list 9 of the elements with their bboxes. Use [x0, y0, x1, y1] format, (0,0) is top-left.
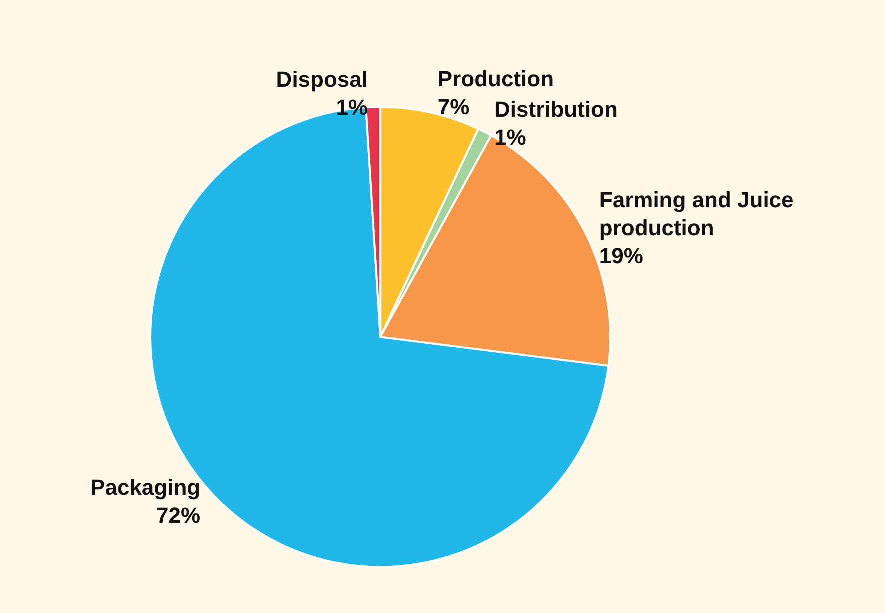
data-label: 1%	[494, 124, 526, 150]
slice-label: Distribution	[494, 96, 618, 122]
data-label: 7%	[438, 94, 470, 120]
slice-label: Production	[438, 66, 554, 92]
slice-label: Disposal	[276, 66, 368, 92]
data-label: 72%	[156, 502, 201, 528]
slice-label: Packaging	[90, 474, 201, 500]
slice-label: Farming and Juice production	[599, 188, 800, 241]
data-label: 19%	[599, 244, 644, 269]
